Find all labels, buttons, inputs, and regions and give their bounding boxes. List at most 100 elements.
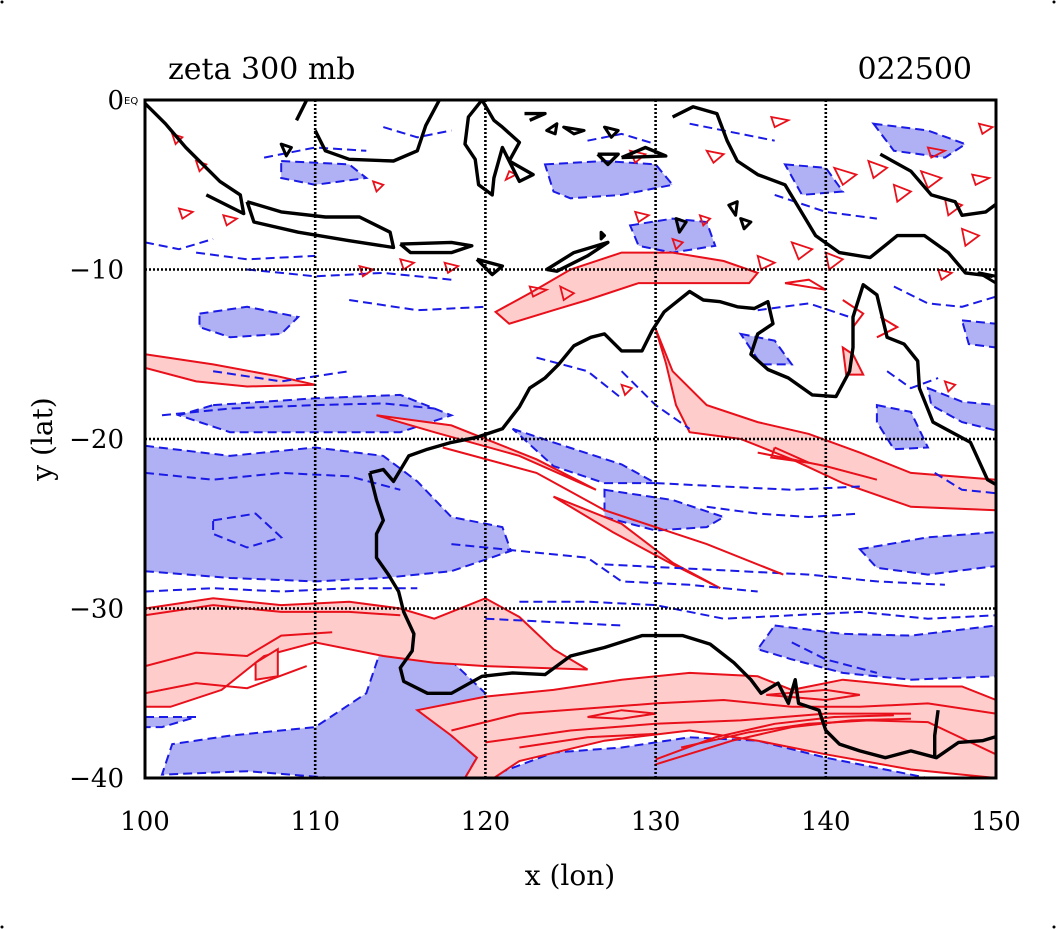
negative-vorticity-region [926, 386, 996, 432]
positive-vorticity-cell [371, 179, 385, 194]
positive-vorticity-contour [519, 732, 656, 749]
positive-vorticity-contour [842, 299, 865, 328]
positive-vorticity-cell [867, 159, 889, 180]
positive-vorticity-contour [145, 665, 308, 695]
map-title: zeta 300 mb [168, 52, 356, 87]
coastline-segment [463, 100, 535, 197]
graticule [145, 100, 996, 778]
positive-vorticity-cell [358, 264, 376, 278]
corner-dot-bottom-left [0, 925, 4, 929]
negative-vorticity-fill [145, 122, 996, 778]
positive-vorticity-cell [756, 254, 777, 271]
negative-vorticity-contour [247, 268, 452, 281]
y-axis-ticks: 0 −10 −20 −30 −40 [69, 86, 124, 794]
negative-vorticity-contour [893, 285, 996, 308]
x-tick-label: 130 [631, 807, 681, 837]
island-outline [674, 217, 688, 234]
map-layers [145, 100, 996, 778]
x-tick-label: 120 [461, 807, 511, 837]
coastline-segment [313, 100, 441, 163]
positive-vorticity-cell [977, 122, 995, 136]
positive-vorticity-cell [824, 251, 845, 272]
coastline-segment [245, 200, 396, 250]
coastline-segment [596, 152, 620, 167]
y-axis-label: y (lat) [26, 397, 59, 481]
x-tick-label: 140 [801, 807, 851, 837]
coastline-segment [524, 111, 547, 122]
negative-vorticity-contour [263, 146, 367, 159]
island-outline [603, 125, 620, 139]
negative-vorticity-region [198, 305, 301, 339]
coastline-segment [369, 283, 996, 487]
negative-vorticity-contour [655, 482, 860, 491]
x-axis-ticks: 100 110 120 130 140 150 [120, 807, 1021, 837]
negative-vorticity-region [871, 122, 968, 159]
positive-vorticity-contour [442, 446, 784, 576]
negative-vorticity-contour [604, 563, 945, 586]
positive-vorticity-region [145, 353, 316, 388]
positive-vorticity-cell [704, 149, 726, 165]
negative-vorticity-region [875, 403, 930, 451]
positive-vorticity-cell [960, 227, 981, 248]
positive-vorticity-cell [620, 383, 634, 397]
positive-vorticity-contour [145, 631, 333, 668]
negative-vorticity-region [857, 531, 996, 576]
negative-vorticity-region [511, 427, 657, 485]
negative-vorticity-contour [349, 299, 486, 312]
island-outline [727, 200, 739, 217]
negative-vorticity-region [145, 444, 513, 583]
negative-vorticity-region [738, 332, 794, 366]
negative-vorticity-region [485, 736, 929, 778]
positive-vorticity-region [552, 495, 721, 590]
positive-vorticity-contour [451, 698, 996, 732]
coastline [145, 100, 996, 760]
positive-vorticity-cell [504, 169, 519, 182]
positive-vorticity-region [145, 597, 589, 708]
y-tick-label: −40 [69, 764, 124, 794]
positive-vorticity-cell [221, 214, 240, 227]
coastline-segment [399, 240, 474, 255]
positive-vorticity-region [493, 251, 760, 325]
positive-vorticity-cell [528, 285, 550, 298]
negative-vorticity-contour [934, 472, 996, 495]
equator-label: EQ [124, 96, 138, 107]
corner-dot-top-right [1052, 0, 1056, 4]
x-tick-label: 110 [290, 807, 340, 837]
negative-vorticity-contour [145, 471, 401, 491]
negative-vorticity-contour [757, 302, 850, 318]
positive-vorticity-cell [970, 173, 992, 187]
island-outline [599, 230, 606, 241]
positive-vorticity-cell [943, 379, 957, 394]
negative-vorticity-contour [212, 370, 350, 383]
negative-vorticity-region [212, 512, 284, 549]
plot-frame [143, 98, 998, 780]
coastline-segment [368, 472, 996, 760]
x-tick-label: 150 [971, 807, 1021, 837]
negative-vorticity-contour [791, 641, 878, 674]
positive-vorticity-cell [698, 213, 712, 228]
negative-vorticity-region [783, 163, 845, 196]
positive-vorticity-contour [485, 712, 911, 744]
negative-vorticity-region [145, 716, 197, 729]
negative-vorticity-contour [195, 251, 316, 261]
coastline-segment [879, 152, 996, 217]
negative-vorticity-contour [451, 543, 758, 593]
positive-vorticity-contour [766, 688, 860, 702]
coastline-segment [620, 145, 668, 160]
negative-vorticity-contour [145, 587, 418, 593]
positive-vorticity-contour [876, 316, 900, 339]
positive-vorticity-region [841, 345, 865, 376]
coastline-segment [294, 100, 309, 122]
positive-vorticity-cell [769, 115, 792, 129]
positive-vorticity-cell [832, 166, 859, 187]
positive-vorticity-cell [919, 169, 944, 190]
negative-vorticity-contour [145, 238, 214, 251]
negative-vorticity-contour [689, 122, 775, 142]
negative-vorticity-region [543, 159, 675, 200]
coastline-segment [933, 709, 940, 758]
island-outline [739, 217, 753, 231]
positive-vorticity-contour [757, 451, 878, 481]
corner-dot-bottom-right [1052, 925, 1056, 929]
positive-vorticity-cell [671, 237, 685, 251]
